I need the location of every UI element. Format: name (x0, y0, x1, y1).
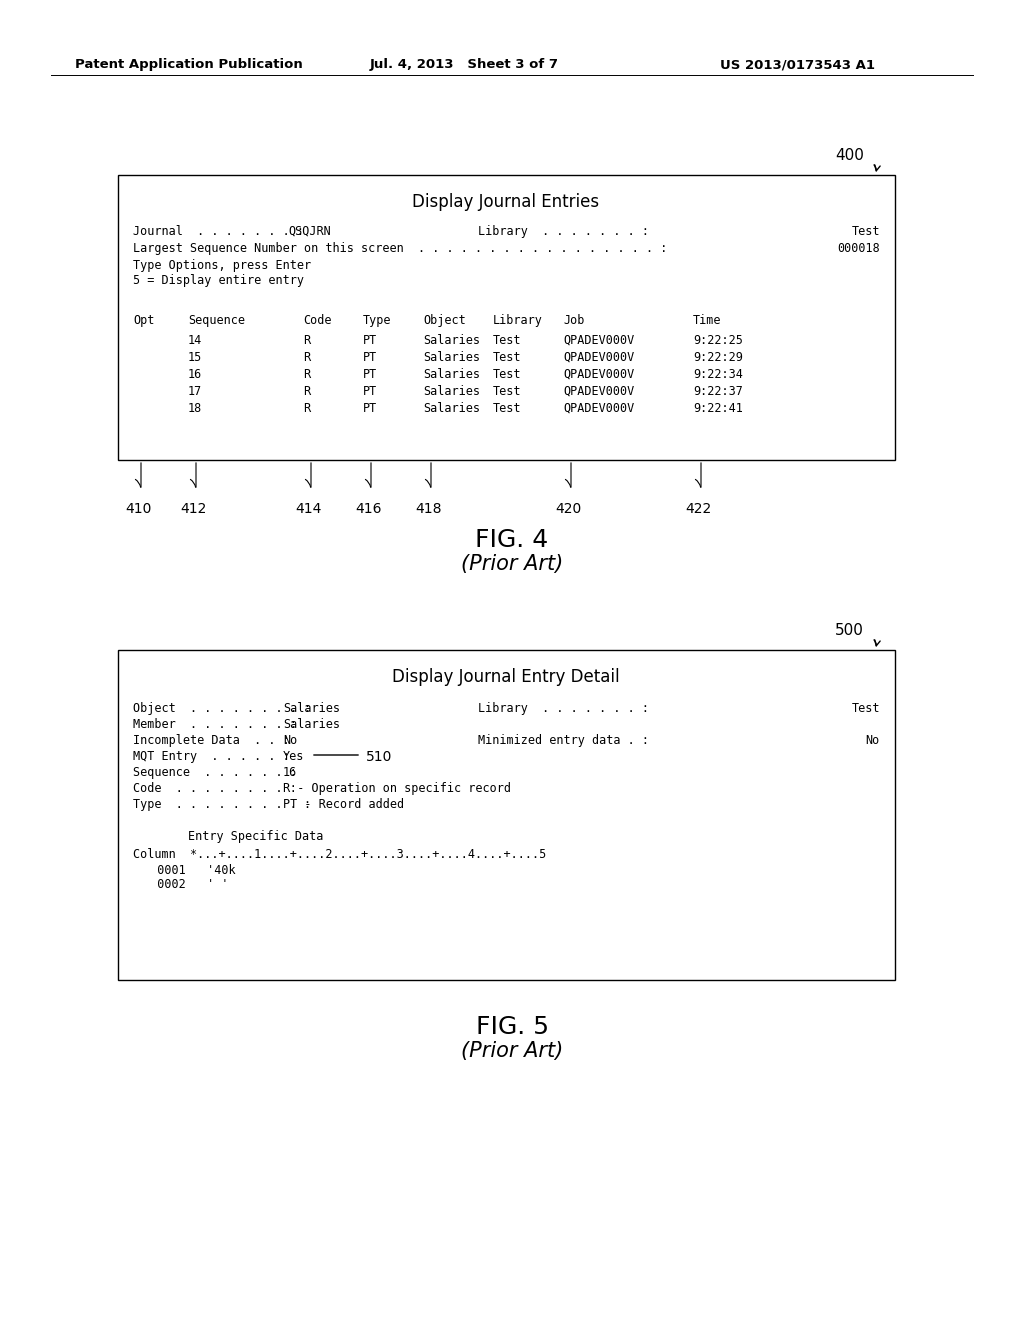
Text: 400: 400 (835, 148, 864, 162)
Text: PT: PT (362, 385, 377, 399)
Text: Library  . . . . . . . :: Library . . . . . . . : (478, 702, 649, 715)
Text: 414: 414 (295, 502, 322, 516)
Text: Library  . . . . . . . :: Library . . . . . . . : (478, 224, 649, 238)
Text: 420: 420 (555, 502, 582, 516)
Text: 16: 16 (188, 368, 203, 381)
Text: QPADEV000V: QPADEV000V (563, 385, 634, 399)
Text: Code  . . . . . . . . :: Code . . . . . . . . : (133, 781, 297, 795)
Text: Salaries: Salaries (283, 718, 340, 731)
Text: Column  *...+....1....+....2....+....3....+....4....+....5: Column *...+....1....+....2....+....3...… (133, 847, 546, 861)
Text: QPADEV000V: QPADEV000V (563, 334, 634, 347)
Text: Salaries: Salaries (423, 368, 480, 381)
Text: 000018: 000018 (838, 242, 880, 255)
Text: PT: PT (362, 403, 377, 414)
Text: QPADEV000V: QPADEV000V (563, 368, 634, 381)
Text: 17: 17 (188, 385, 203, 399)
Text: 9:22:25: 9:22:25 (693, 334, 742, 347)
Text: 9:22:37: 9:22:37 (693, 385, 742, 399)
Text: 0002   ' ': 0002 ' ' (143, 878, 228, 891)
Text: Sequence  . . . . . . :: Sequence . . . . . . : (133, 766, 297, 779)
Text: Test: Test (493, 334, 521, 347)
Text: PT - Record added: PT - Record added (283, 799, 404, 810)
Text: Code: Code (303, 314, 332, 327)
Text: (Prior Art): (Prior Art) (461, 554, 563, 574)
Text: 0001   '40k: 0001 '40k (143, 865, 236, 876)
Text: R: R (303, 403, 310, 414)
Text: 15: 15 (188, 351, 203, 364)
Text: 422: 422 (685, 502, 712, 516)
Text: Salaries: Salaries (423, 385, 480, 399)
Text: Test: Test (493, 403, 521, 414)
Text: MQT Entry  . . . . . :: MQT Entry . . . . . : (133, 750, 290, 763)
Text: PT: PT (362, 334, 377, 347)
Text: Incomplete Data  . . :: Incomplete Data . . : (133, 734, 290, 747)
Text: Jul. 4, 2013   Sheet 3 of 7: Jul. 4, 2013 Sheet 3 of 7 (370, 58, 559, 71)
Text: 410: 410 (125, 502, 152, 516)
Text: R - Operation on specific record: R - Operation on specific record (283, 781, 511, 795)
Bar (118, 176, 895, 459)
Text: Display Journal Entries: Display Journal Entries (413, 193, 600, 211)
Text: PT: PT (362, 368, 377, 381)
Text: Salaries: Salaries (423, 351, 480, 364)
Text: 5 = Display entire entry: 5 = Display entire entry (133, 275, 304, 286)
Text: Test: Test (493, 351, 521, 364)
Text: QPADEV000V: QPADEV000V (563, 403, 634, 414)
Text: US 2013/0173543 A1: US 2013/0173543 A1 (720, 58, 874, 71)
Text: R: R (303, 351, 310, 364)
Text: 416: 416 (355, 502, 382, 516)
Text: (Prior Art): (Prior Art) (461, 1041, 563, 1061)
Text: Opt: Opt (133, 314, 155, 327)
Text: 9:22:34: 9:22:34 (693, 368, 742, 381)
Text: Salaries: Salaries (423, 403, 480, 414)
Text: Patent Application Publication: Patent Application Publication (75, 58, 303, 71)
Text: FIG. 4: FIG. 4 (475, 528, 549, 552)
Text: Journal  . . . . . . . :: Journal . . . . . . . : (133, 224, 304, 238)
Text: Test: Test (852, 702, 880, 715)
Bar (118, 649, 895, 979)
Text: QPADEV000V: QPADEV000V (563, 351, 634, 364)
Text: Yes: Yes (283, 750, 304, 763)
Text: Test: Test (852, 224, 880, 238)
Text: R: R (303, 385, 310, 399)
Text: No: No (283, 734, 297, 747)
Text: Salaries: Salaries (423, 334, 480, 347)
Text: Time: Time (693, 314, 722, 327)
Text: Minimized entry data . :: Minimized entry data . : (478, 734, 649, 747)
Text: 9:22:29: 9:22:29 (693, 351, 742, 364)
Text: Display Journal Entry Detail: Display Journal Entry Detail (392, 668, 620, 686)
Text: Sequence: Sequence (188, 314, 245, 327)
Text: Object  . . . . . . . . :: Object . . . . . . . . : (133, 702, 311, 715)
Text: Object: Object (423, 314, 466, 327)
Text: Type Options, press Enter: Type Options, press Enter (133, 259, 311, 272)
Text: Library: Library (493, 314, 543, 327)
Text: QSQJRN: QSQJRN (288, 224, 331, 238)
Text: Member  . . . . . . . :: Member . . . . . . . : (133, 718, 297, 731)
Text: 9:22:41: 9:22:41 (693, 403, 742, 414)
Text: R: R (303, 334, 310, 347)
Text: 510: 510 (366, 750, 392, 764)
Text: 418: 418 (415, 502, 441, 516)
Text: PT: PT (362, 351, 377, 364)
Text: 412: 412 (180, 502, 207, 516)
Text: R: R (303, 368, 310, 381)
Text: Largest Sequence Number on this screen  . . . . . . . . . . . . . . . . . :: Largest Sequence Number on this screen .… (133, 242, 668, 255)
Text: Type  . . . . . . . . . :: Type . . . . . . . . . : (133, 799, 311, 810)
Text: 500: 500 (835, 623, 864, 638)
Text: 14: 14 (188, 334, 203, 347)
Text: 16: 16 (283, 766, 297, 779)
Text: Test: Test (493, 368, 521, 381)
Text: 18: 18 (188, 403, 203, 414)
Text: Type: Type (362, 314, 391, 327)
Text: FIG. 5: FIG. 5 (475, 1015, 549, 1039)
Text: Salaries: Salaries (283, 702, 340, 715)
Text: No: No (865, 734, 880, 747)
Text: Entry Specific Data: Entry Specific Data (188, 830, 324, 843)
Text: Test: Test (493, 385, 521, 399)
Text: Job: Job (563, 314, 585, 327)
